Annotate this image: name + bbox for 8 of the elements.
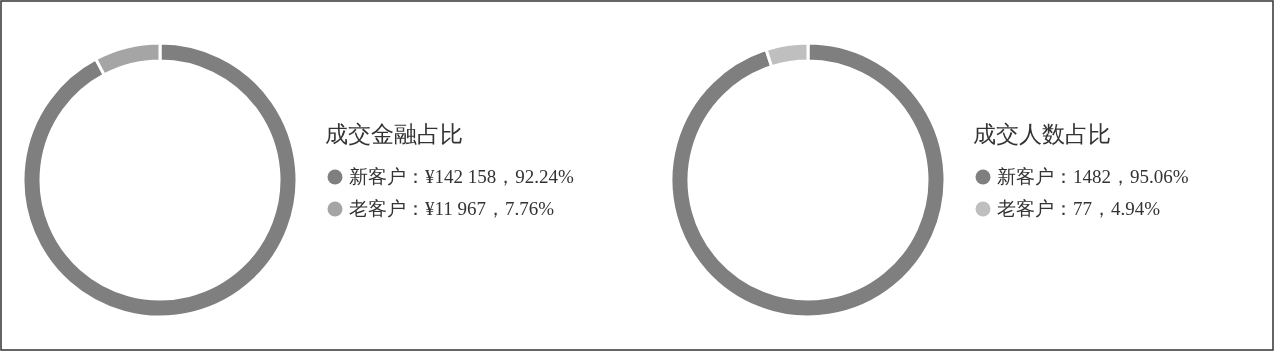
text: 成交金融占比	[325, 122, 463, 147]
legend-label: 新客户：1482，95.06%	[997, 166, 1189, 187]
legend-label: 新客户：¥142 158，92.24%	[349, 166, 574, 187]
donut-slice	[669, 41, 947, 319]
legend-label: 老客户：¥11 967，7.76%	[349, 198, 555, 219]
donut-slice	[21, 41, 299, 319]
text: 成交人数占比	[973, 122, 1111, 147]
legend-label: 老客户：77，4.94%	[997, 198, 1161, 219]
